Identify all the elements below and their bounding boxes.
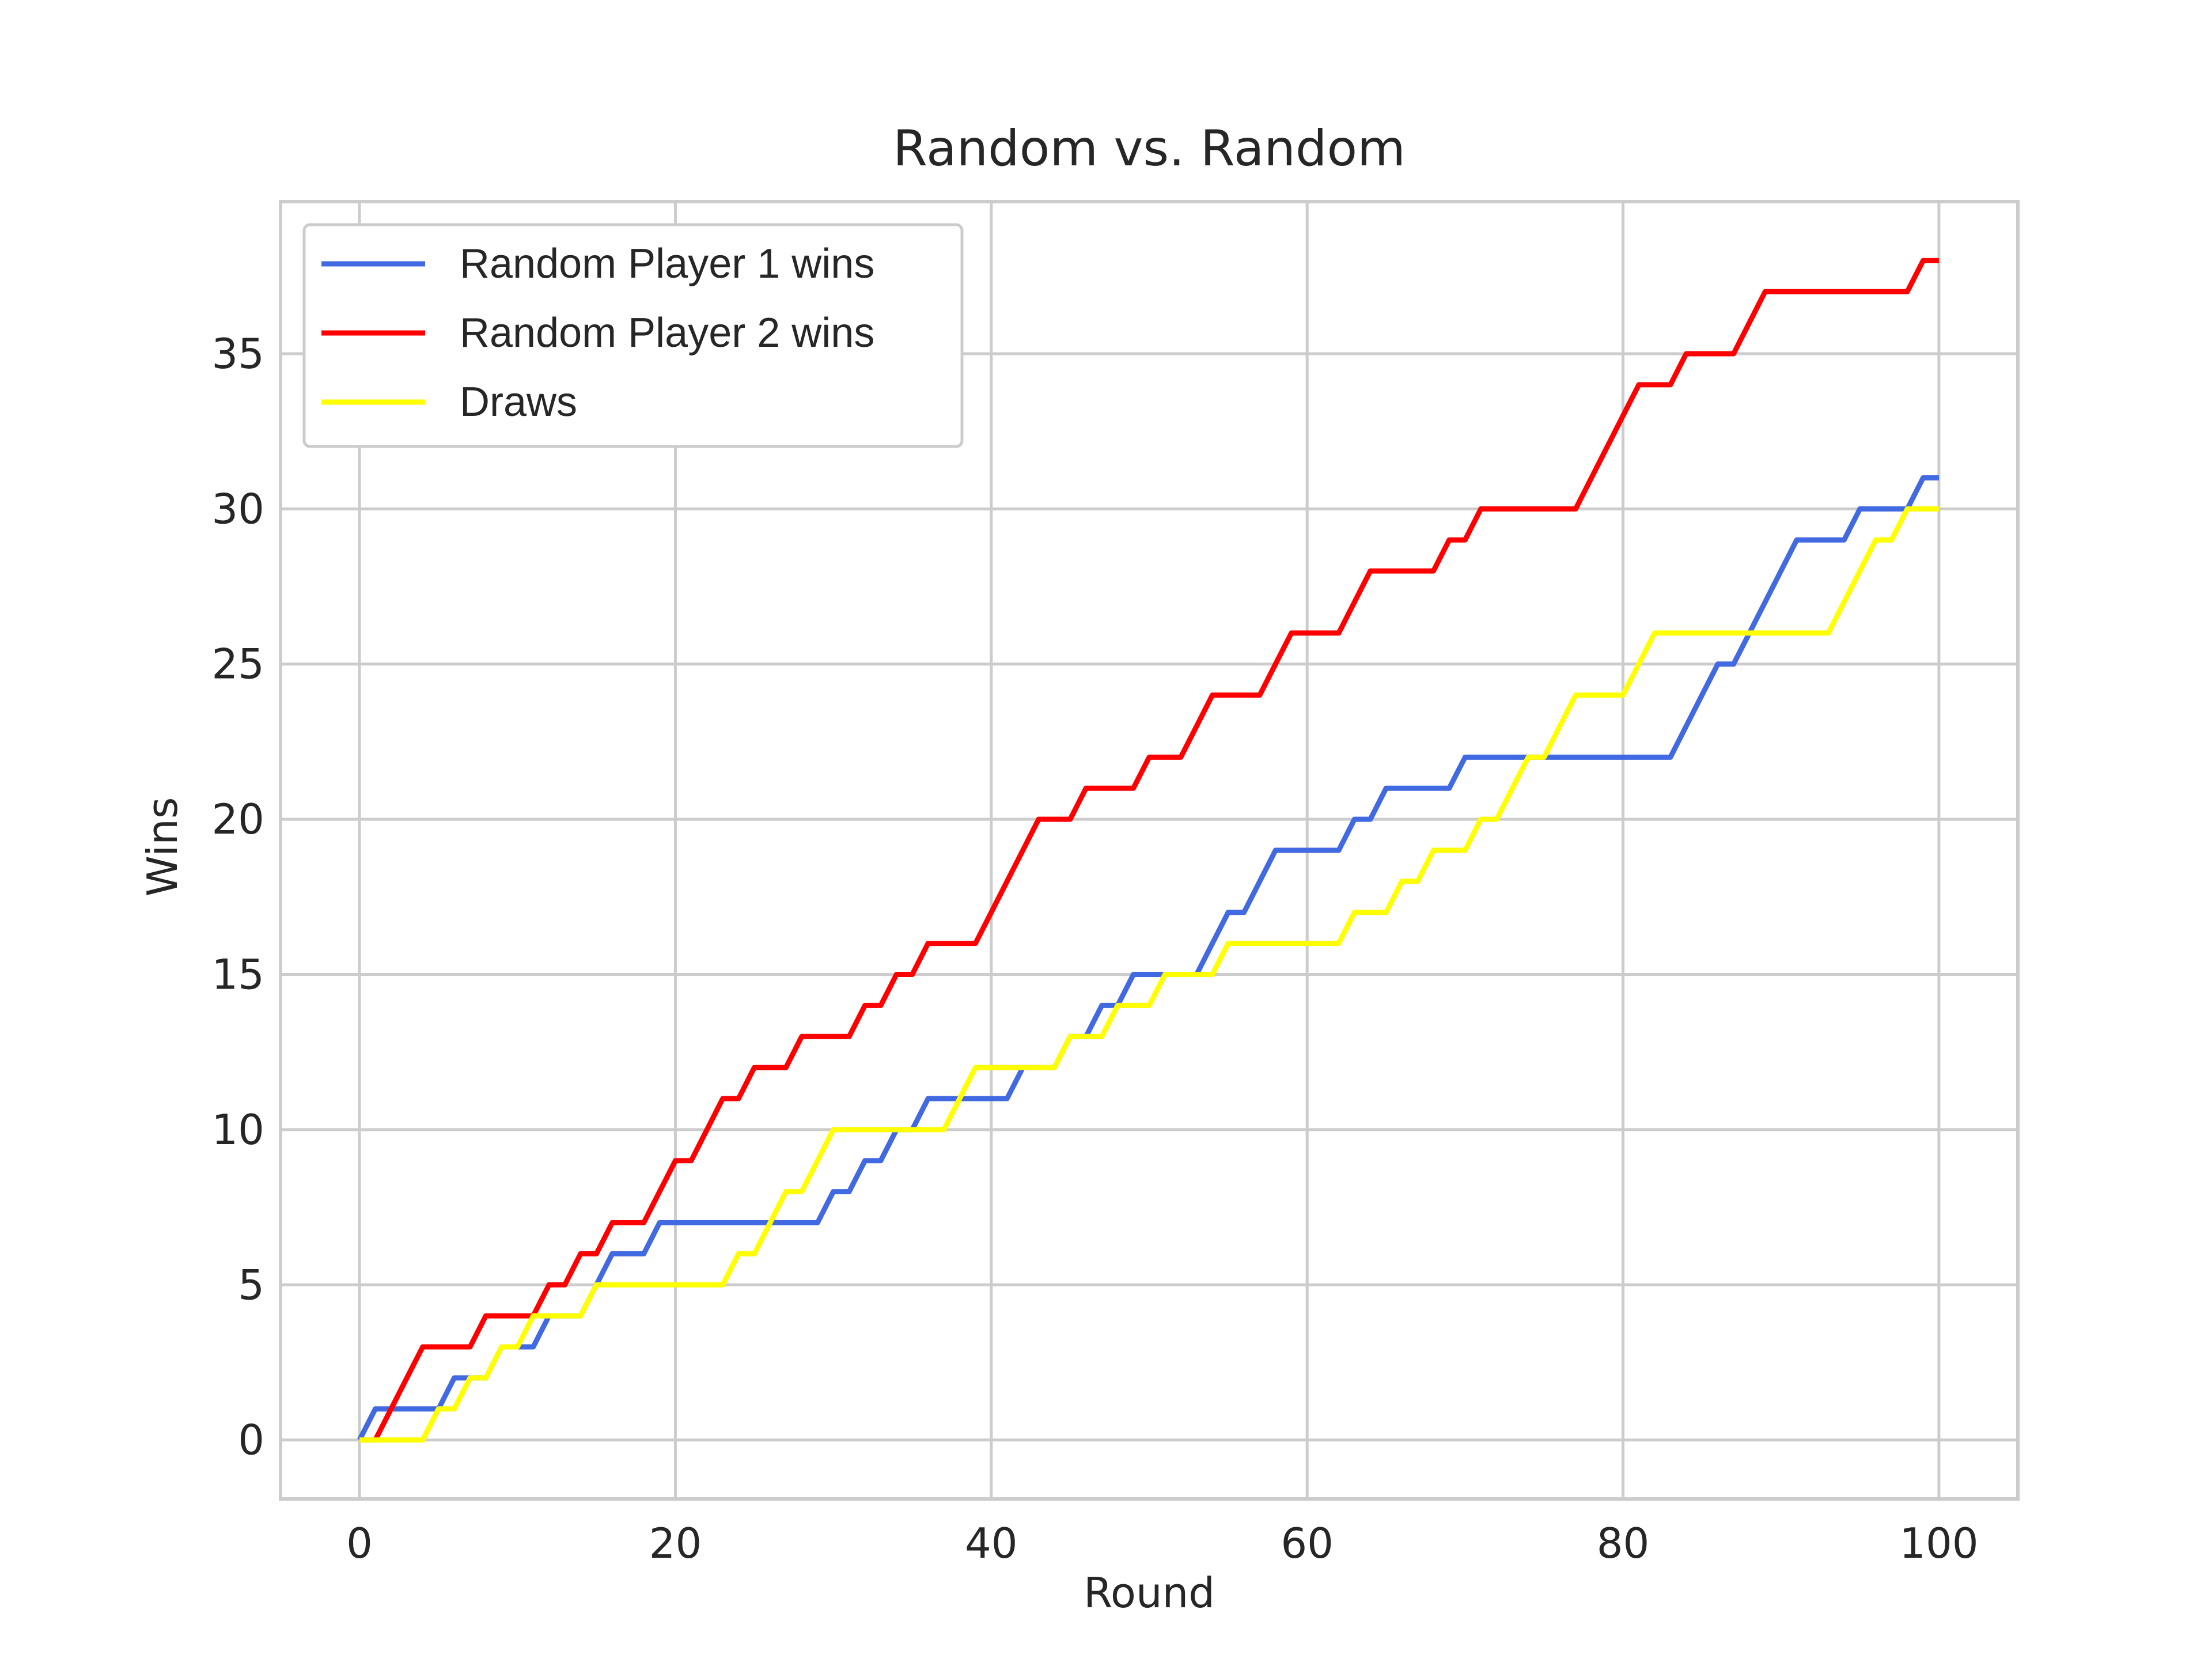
y-tick-label: 35 (211, 330, 264, 378)
legend-box (302, 223, 964, 448)
y-tick-label: 20 (211, 795, 264, 843)
x-axis-label: Round (1084, 1569, 1215, 1617)
chart-title: Random vs. Random (893, 120, 1406, 177)
x-tick-label: 20 (649, 1519, 702, 1568)
series-line-draws (359, 506, 1939, 1443)
legend-label-player-2: Random Player 2 wins (460, 310, 874, 356)
tick-labels: 0 20 40 60 80 100 0 5 10 15 20 25 30 35 (211, 330, 1978, 1568)
legend: Random Player 1 wins Random Player 2 win… (302, 223, 964, 448)
y-tick-label: 15 (211, 951, 264, 999)
legend-label-player-1: Random Player 1 wins (460, 241, 874, 287)
y-tick-label: 30 (211, 484, 264, 533)
series-group (357, 258, 1939, 1443)
y-tick-label: 10 (211, 1106, 264, 1154)
x-tick-label: 80 (1597, 1519, 1650, 1568)
x-tick-label: 60 (1281, 1519, 1334, 1568)
y-tick-label: 5 (238, 1260, 264, 1309)
plot-frame (279, 200, 2020, 1501)
x-tick-label: 100 (1899, 1519, 1978, 1568)
y-tick-label: 0 (238, 1416, 264, 1464)
y-tick-label: 25 (211, 640, 264, 688)
legend-label-draws: Draws (460, 379, 577, 425)
series-line-player-1 (357, 475, 1939, 1441)
x-tick-label: 0 (346, 1519, 373, 1568)
x-tick-label: 40 (965, 1519, 1018, 1568)
y-axis-label: Wins (138, 797, 187, 897)
series-line-player-2 (359, 258, 1939, 1443)
